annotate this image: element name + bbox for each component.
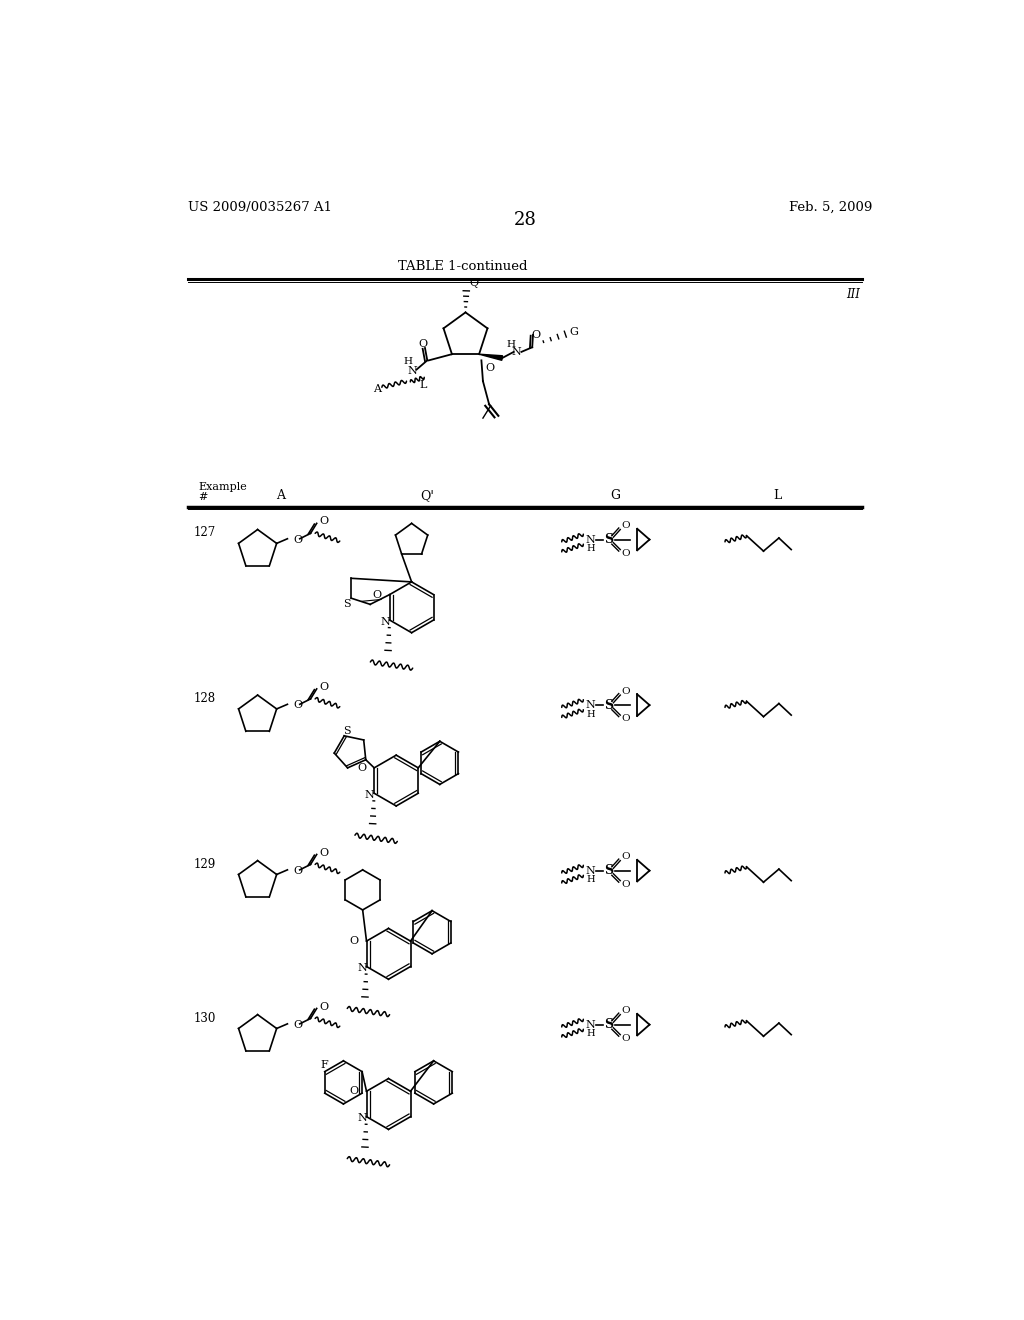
Text: O: O [319,1002,328,1011]
Text: O: O [622,880,631,888]
Text: H: H [507,339,516,348]
Text: O: O [373,590,382,599]
Text: H: H [586,544,595,553]
Text: O: O [622,686,631,696]
Text: A: A [276,488,286,502]
Text: A: A [373,384,381,393]
Text: O: O [622,1034,631,1043]
Text: #: # [199,492,208,502]
Text: L: L [773,488,781,502]
Text: S: S [604,1018,613,1031]
Text: 128: 128 [194,692,216,705]
Text: III: III [847,288,860,301]
Text: G: G [610,488,621,502]
Text: H: H [586,710,595,719]
Text: O: O [349,936,358,946]
Text: N: N [380,616,390,627]
Text: O: O [419,339,428,350]
Text: O: O [294,1019,303,1030]
Text: 28: 28 [513,211,537,228]
Text: F: F [321,1060,329,1071]
Text: O: O [622,714,631,723]
Text: 129: 129 [194,858,216,871]
Text: G: G [569,327,579,337]
Text: O: O [622,853,631,861]
Text: N: N [511,347,521,356]
Text: H: H [586,1030,595,1039]
Text: O: O [357,763,367,772]
Text: N: N [357,964,367,973]
Text: O: O [485,363,495,374]
Text: L: L [420,380,427,389]
Text: O: O [319,682,328,692]
Text: H: H [403,358,413,367]
Text: Q': Q' [420,488,434,502]
Text: 127: 127 [194,527,216,540]
Text: US 2009/0035267 A1: US 2009/0035267 A1 [188,201,333,214]
Text: O: O [622,521,631,531]
Text: Q': Q' [469,277,481,288]
Text: 130: 130 [194,1011,216,1024]
Text: S: S [604,698,613,711]
Text: O: O [294,866,303,875]
Text: Feb. 5, 2009: Feb. 5, 2009 [788,201,872,214]
Text: O: O [319,847,328,858]
Text: N: N [365,789,375,800]
Text: S: S [343,726,351,735]
Text: TABLE 1-continued: TABLE 1-continued [398,260,528,273]
Text: N: N [586,700,595,710]
Text: O: O [531,330,541,341]
Text: Example: Example [199,482,247,492]
Text: O: O [349,1086,358,1096]
Text: O: O [294,700,303,710]
Text: N: N [586,535,595,545]
Text: N: N [357,1113,367,1123]
Text: N: N [586,1019,595,1030]
Text: O: O [622,1006,631,1015]
Text: S: S [344,599,351,610]
Text: H: H [586,875,595,884]
Text: N: N [408,366,418,376]
Text: O: O [319,516,328,527]
Text: O: O [294,535,303,545]
Polygon shape [479,354,503,360]
Text: S: S [604,865,613,878]
Text: O: O [622,549,631,558]
Text: N: N [586,866,595,875]
Text: S: S [604,533,613,546]
